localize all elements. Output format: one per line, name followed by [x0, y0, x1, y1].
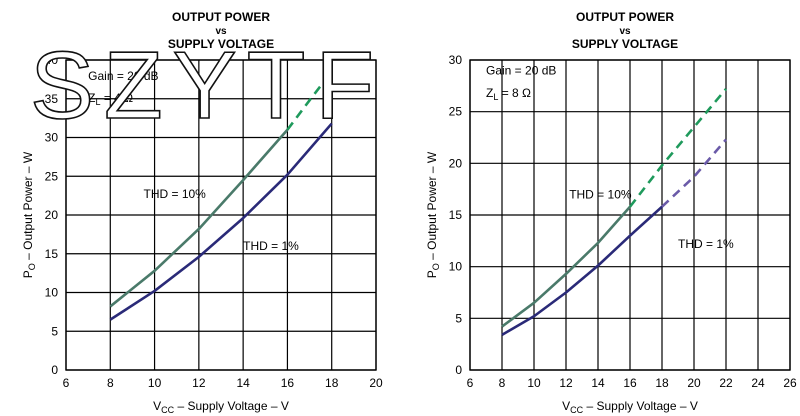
y-tick-label: 5 [455, 311, 462, 325]
x-tick-label: 6 [467, 376, 474, 390]
chart-title: OUTPUT POWER [172, 10, 270, 24]
x-tick-label: 14 [591, 376, 605, 390]
x-tick-label: 10 [148, 376, 162, 390]
y-tick-label: 0 [455, 363, 462, 377]
x-axis-label: VCC – Supply Voltage – V [562, 399, 698, 415]
x-tick-label: 8 [499, 376, 506, 390]
y-axis-label-sub: O [27, 263, 37, 270]
x-axis-label-rest: – Supply Voltage – V [174, 399, 289, 413]
x-tick-label: 18 [325, 376, 339, 390]
y-axis-label: PO – Output Power – W [425, 151, 441, 278]
y-tick-label: 20 [449, 156, 463, 170]
x-tick-label: 16 [281, 376, 295, 390]
x-tick-label: 20 [687, 376, 701, 390]
y-tick-label: 20 [45, 208, 59, 222]
x-tick-label: 14 [236, 376, 250, 390]
series-line-thd1 [501, 205, 663, 336]
chart-title-vs: vs [215, 26, 227, 37]
x-tick-label: 10 [527, 376, 541, 390]
x-axis-label-sub: CC [570, 405, 583, 415]
impedance-sub: L [95, 97, 100, 107]
chart-title: OUTPUT POWER [576, 10, 674, 24]
chart-subtitle: SUPPLY VOLTAGE [572, 37, 678, 51]
series-line-thd10 [501, 205, 631, 328]
x-tick-label: 18 [655, 376, 669, 390]
impedance-main: Z [88, 91, 95, 105]
y-tick-label: 40 [45, 53, 59, 67]
y-tick-label: 25 [449, 105, 463, 119]
x-tick-label: 22 [719, 376, 733, 390]
gain-annotation: Gain = 20 dB [486, 63, 556, 77]
y-axis-label-main: P [21, 270, 35, 278]
y-tick-label: 10 [45, 286, 59, 300]
series-label-thd1: THD = 1% [243, 239, 299, 253]
series-line-thd10 [109, 128, 289, 308]
impedance-rest: = 4 Ω [101, 91, 134, 105]
x-tick-label: 6 [63, 376, 70, 390]
y-axis-label-rest: – Output Power – W [425, 151, 439, 263]
x-axis-label-main: V [562, 399, 570, 413]
plot-frame [65, 59, 377, 371]
x-axis-label-rest: – Supply Voltage – V [583, 399, 698, 413]
series-dashed-thd1 [661, 138, 727, 208]
x-tick-label: 12 [559, 376, 573, 390]
x-axis-label-sub: CC [161, 405, 174, 415]
chart-title-vs: vs [619, 26, 631, 37]
series-dashed-thd10 [628, 88, 727, 208]
impedance-annotation: ZL = 8 Ω [486, 86, 531, 102]
y-tick-label: 15 [45, 247, 59, 261]
series-label-thd10: THD = 10% [144, 187, 207, 201]
plot-frame [469, 59, 791, 371]
y-axis-label-main: P [425, 270, 439, 278]
y-axis-label-rest: – Output Power – W [21, 151, 35, 263]
x-tick-label: 12 [192, 376, 206, 390]
y-tick-label: 0 [51, 363, 58, 377]
y-tick-label: 30 [449, 53, 463, 67]
y-axis-label-sub: O [431, 263, 441, 270]
y-tick-label: 35 [45, 92, 59, 106]
impedance-annotation: ZL = 4 Ω [88, 91, 133, 107]
y-tick-label: 25 [45, 169, 59, 183]
series-line-thd1 [109, 122, 333, 321]
x-tick-label: 16 [623, 376, 637, 390]
y-tick-label: 30 [45, 131, 59, 145]
watermark-text: SZYTF [30, 32, 384, 139]
y-tick-label: 15 [449, 208, 463, 222]
series-dashed-thd10 [286, 70, 333, 131]
x-axis-label-main: V [153, 399, 161, 413]
series-label-thd1: THD = 1% [678, 237, 734, 251]
x-tick-label: 26 [783, 376, 797, 390]
impedance-sub: L [493, 92, 498, 102]
impedance-rest: = 8 Ω [498, 86, 531, 100]
chart-subtitle: SUPPLY VOLTAGE [168, 37, 274, 51]
y-tick-label: 5 [51, 324, 58, 338]
x-tick-label: 24 [751, 376, 765, 390]
series-label-thd10: THD = 10% [569, 187, 632, 201]
y-tick-label: 10 [449, 260, 463, 274]
x-tick-label: 20 [369, 376, 383, 390]
impedance-main: Z [486, 86, 493, 100]
x-axis-label: VCC – Supply Voltage – V [153, 399, 289, 415]
y-axis-label: PO – Output Power – W [21, 151, 37, 278]
gain-annotation: Gain = 20 dB [88, 69, 158, 83]
x-tick-label: 8 [107, 376, 114, 390]
